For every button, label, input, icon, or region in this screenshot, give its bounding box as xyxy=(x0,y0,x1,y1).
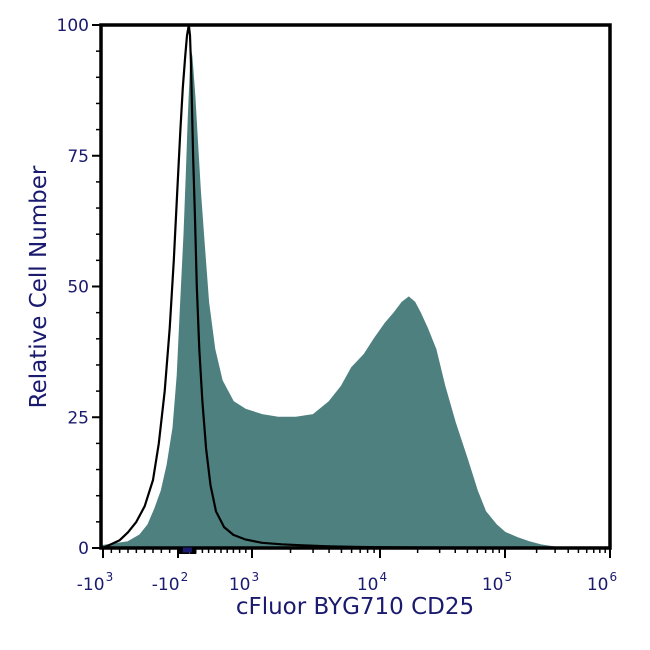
y-axis: 0 25 50 75 100 xyxy=(57,16,101,559)
x-tick-label-0: -103 xyxy=(77,570,113,595)
x-axis-title: cFluor BYG710 CD25 xyxy=(236,594,474,620)
x-axis: -103 -102 103 104 105 106 xyxy=(77,547,617,595)
plot-marks xyxy=(102,23,611,550)
x-tick-label-5: 106 xyxy=(587,570,617,595)
y-tick-label-25: 25 xyxy=(67,408,89,428)
y-tick-label-0: 0 xyxy=(78,539,89,559)
x-tick-label-2: 103 xyxy=(229,570,259,595)
filled-histogram-series xyxy=(102,51,611,549)
y-tick-label-100: 100 xyxy=(57,16,89,36)
x-tick-label-4: 105 xyxy=(482,570,512,595)
y-tick-label-50: 50 xyxy=(67,278,89,298)
y-axis-title: Relative Cell Number xyxy=(26,165,52,408)
x-tick-label-3: 104 xyxy=(357,570,387,595)
y-tick-label-75: 75 xyxy=(67,147,89,167)
outline-histogram-series xyxy=(102,23,611,550)
x-tick-label-1: -102 xyxy=(152,570,188,595)
